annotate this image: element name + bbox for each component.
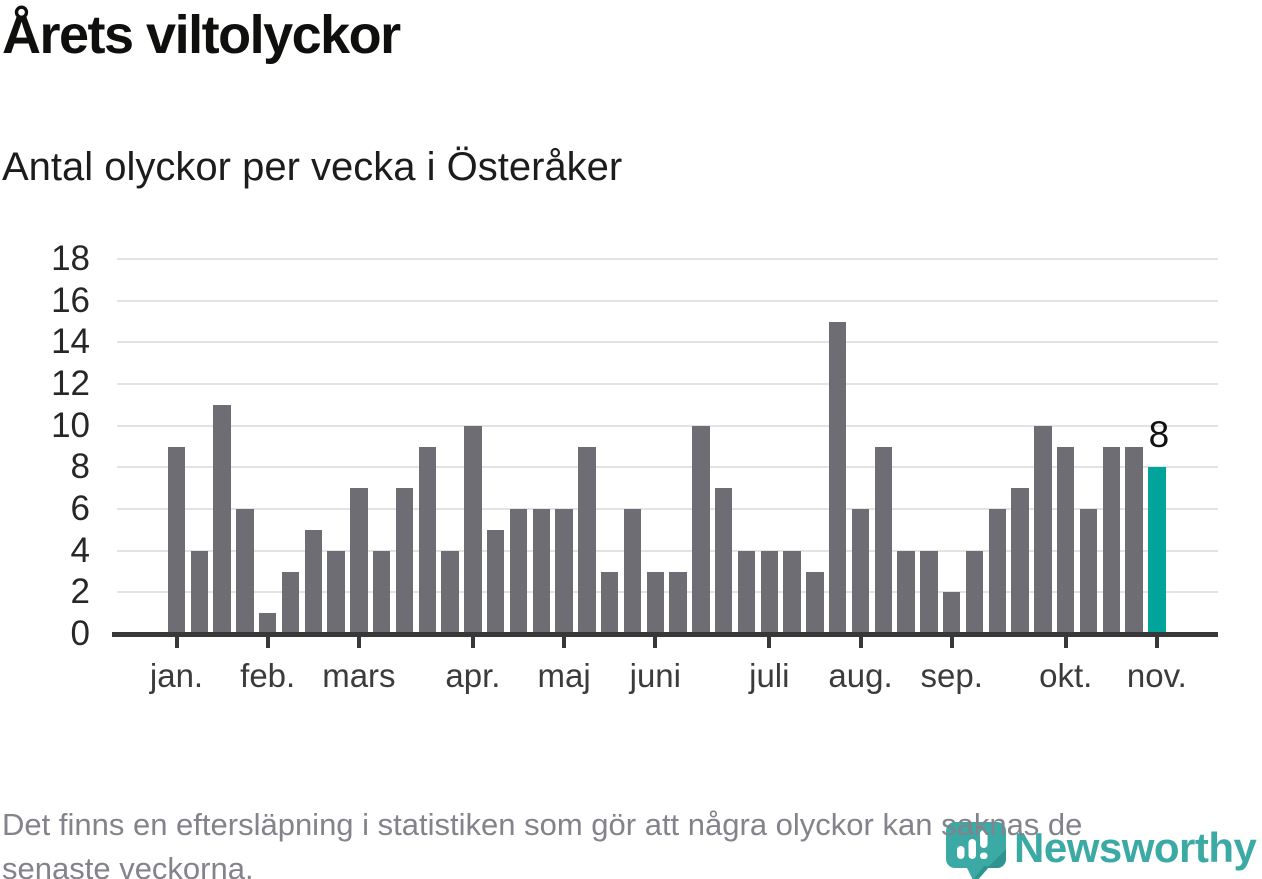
month-label-maj: maj <box>537 657 591 694</box>
gridline-16 <box>117 299 1218 302</box>
y-axis-label-12: 12 <box>51 364 90 403</box>
bar-week-12 <box>418 446 437 634</box>
x-tick-maj <box>562 636 567 648</box>
y-axis-label-14: 14 <box>51 322 90 362</box>
bar-week-14 <box>464 425 482 634</box>
footnote-text: Det finns en eftersläpning i statistiken… <box>2 803 1242 879</box>
x-tick-mars <box>356 636 361 648</box>
bar-week-1 <box>167 446 186 634</box>
bar-week-30 <box>828 321 847 634</box>
bar-week-41 <box>1079 509 1098 634</box>
bar-week-36 <box>965 550 984 634</box>
bar-week-37 <box>988 509 1007 634</box>
gridline-6 <box>117 508 1218 510</box>
bar-week-9 <box>350 488 368 634</box>
month-label-aug: aug. <box>828 657 893 694</box>
chart-title: Årets viltolyckor <box>2 5 401 65</box>
y-axis: 0 2 4 6 8 10 12 14 16 18 <box>0 241 90 651</box>
month-label-okt: okt. <box>1039 657 1093 694</box>
bar-week-31 <box>851 509 870 634</box>
bar-week-27 <box>760 550 779 634</box>
month-label-sep: sep. <box>920 657 983 694</box>
bar-week-11 <box>395 488 414 634</box>
chart-subtitle: Antal olyckor per vecka i Österåker <box>2 145 623 189</box>
plot-area: 8 jan. feb. mars apr. maj juni juli aug. sep. okt.… <box>112 258 1218 694</box>
month-label-feb: feb. <box>240 657 296 694</box>
month-label-jan: jan. <box>149 657 204 694</box>
gridline-10 <box>117 424 1218 427</box>
bar-week-28 <box>783 550 801 634</box>
x-tick-aug <box>858 636 863 648</box>
gridline-8 <box>117 466 1218 469</box>
newsworthy-wordmark: Newsworthy <box>1014 824 1257 871</box>
bar-week-20 <box>600 571 619 634</box>
bar-week-35 <box>942 592 961 634</box>
x-tick-feb <box>265 636 270 648</box>
bar-week-40 <box>1056 446 1075 634</box>
x-tick-jan <box>174 636 179 648</box>
bar-week-33 <box>897 550 915 634</box>
bar-week-23 <box>669 571 687 634</box>
bar-week-15 <box>486 529 505 634</box>
bar-week-24 <box>692 425 710 634</box>
y-axis-label-8: 8 <box>70 447 90 487</box>
bar-week-6 <box>281 571 300 634</box>
x-tick-nov <box>1154 636 1159 648</box>
footnote-line-2: senaste veckorna. <box>2 851 254 879</box>
month-label-apr: apr. <box>445 657 501 694</box>
x-tick-apr <box>470 636 475 648</box>
bar-week-16 <box>509 509 528 634</box>
y-axis-label-18: 18 <box>51 239 90 278</box>
bar-week-18 <box>555 509 573 634</box>
bar-week-2 <box>190 550 209 634</box>
bar-week-5 <box>258 613 277 634</box>
highlighted-bar-value-label: 8 <box>1148 414 1170 456</box>
bar-week-3 <box>213 404 231 634</box>
month-label-juni: juni <box>629 657 681 694</box>
month-label-juli: juli <box>749 657 790 694</box>
bar-week-29 <box>806 571 824 634</box>
month-label-mars: mars <box>322 657 396 694</box>
x-tick-okt <box>1063 636 1068 648</box>
bar-week-7 <box>304 529 323 634</box>
bar-week-38 <box>1011 488 1029 634</box>
x-tick-juni <box>653 636 658 648</box>
bar-week-44 <box>1148 467 1166 634</box>
y-axis-label-4: 4 <box>70 530 90 570</box>
bar-week-8 <box>327 550 345 634</box>
newsworthy-logo: Newsworthy <box>946 820 1258 879</box>
newsworthy-logo-icon <box>946 822 1006 879</box>
bar-week-32 <box>874 446 893 634</box>
gridline-14 <box>117 341 1218 344</box>
bar-week-26 <box>737 550 756 634</box>
bar-week-42 <box>1102 446 1121 634</box>
bar-week-21 <box>623 509 642 634</box>
y-axis-label-2: 2 <box>70 572 90 612</box>
x-axis-line <box>112 632 1218 637</box>
month-label-nov: nov. <box>1126 657 1187 694</box>
gridline-12 <box>117 383 1218 385</box>
y-axis-label-16: 16 <box>51 280 90 320</box>
gridline-4 <box>117 549 1218 552</box>
bar-week-25 <box>714 488 733 634</box>
bar-week-22 <box>646 571 665 634</box>
gridline-2 <box>117 591 1218 594</box>
bar-week-13 <box>441 550 459 634</box>
x-tick-sep <box>949 636 954 648</box>
bar-week-10 <box>372 550 391 634</box>
gridline-18 <box>117 258 1218 260</box>
bar-week-39 <box>1034 425 1052 634</box>
y-axis-label-10: 10 <box>51 405 90 445</box>
y-axis-label-6: 6 <box>70 489 90 528</box>
bar-week-43 <box>1125 446 1143 634</box>
bar-week-34 <box>920 550 938 634</box>
bar-week-19 <box>578 446 596 634</box>
y-axis-label-0: 0 <box>70 614 90 653</box>
bar-week-4 <box>236 509 254 634</box>
bar-week-17 <box>532 509 551 634</box>
footnote-line-1: Det finns en eftersläpning i statistiken… <box>2 807 1083 842</box>
x-tick-juli <box>767 636 772 648</box>
